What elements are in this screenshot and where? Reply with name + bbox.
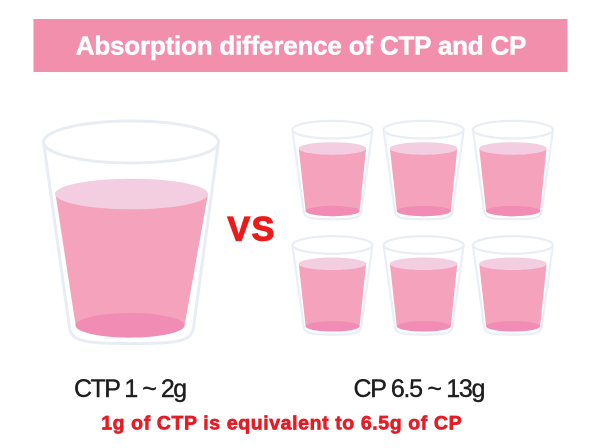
- svg-text:Absorption difference of CTP a: Absorption difference of CTP and CP: [76, 31, 526, 61]
- svg-text:CP 6.5 ~ 13g: CP 6.5 ~ 13g: [354, 375, 485, 403]
- svg-text:1g of CTP is equivalent to 6.5: 1g of CTP is equivalent to 6.5g of CP: [101, 413, 462, 435]
- svg-text:VS: VS: [227, 210, 275, 248]
- svg-text:CTP 1 ~ 2g: CTP 1 ~ 2g: [74, 375, 186, 403]
